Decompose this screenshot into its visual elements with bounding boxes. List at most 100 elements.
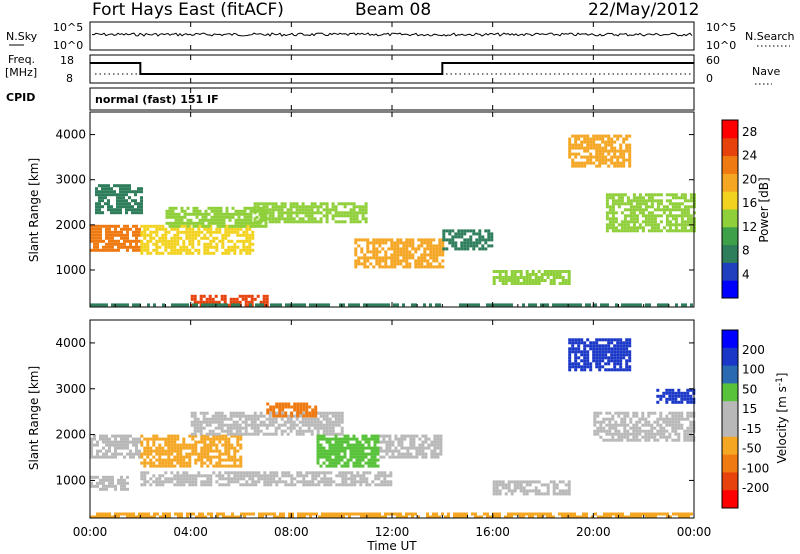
data-cell [614,202,618,206]
data-cell [638,205,642,209]
data-cell [191,452,195,456]
data-cell [269,480,273,484]
data-cell [611,414,615,418]
data-cell [598,137,602,141]
data-cell [367,446,371,450]
data-cell [280,417,284,421]
data-cell [438,262,442,266]
data-cell [552,282,556,285]
data-cell [349,437,353,441]
data-cell [460,241,464,245]
data-cell [659,193,663,197]
data-cell [164,227,168,231]
data-cell [108,484,111,488]
data-cell [296,471,300,475]
data-cell [96,515,99,519]
data-cell [167,452,171,456]
data-cell [549,270,553,273]
data-cell [312,303,315,307]
data-cell [293,483,297,487]
data-cell [233,452,237,456]
data-cell [352,449,356,453]
data-cell [328,446,332,450]
data-cell [393,244,397,248]
data-cell [650,199,654,203]
data-cell [534,282,538,285]
data-cell [328,423,332,427]
data-cell [289,214,293,218]
data-cell [117,443,120,447]
data-cell [277,208,281,212]
data-cell [167,458,171,462]
data-cell [253,297,257,301]
data-cell [174,512,177,516]
data-cell [501,303,504,307]
data-cell [379,455,383,459]
data-cell [611,199,615,203]
data-cell [209,251,213,255]
data-cell [598,344,602,348]
data-cell [370,455,374,459]
data-cell [605,429,609,433]
data-cell [311,483,315,487]
data-cell [388,446,392,450]
data-cell [665,388,669,392]
data-cell [611,211,615,215]
colorbar-segment [722,209,738,228]
data-cell [540,512,543,516]
data-cell [245,236,249,240]
data-cell [577,161,581,165]
data-cell [176,449,180,453]
data-cell [686,214,690,218]
data-cell [243,209,247,213]
data-cell [328,411,332,415]
data-cell [595,149,599,153]
data-cell [120,236,123,240]
data-cell [132,248,135,252]
data-cell [253,217,257,221]
data-cell [525,483,529,487]
data-cell [604,362,608,366]
data-cell [278,480,282,484]
data-cell [674,423,678,427]
data-cell [158,455,162,459]
data-cell [516,270,520,273]
data-cell [104,193,107,197]
data-cell [366,244,370,248]
nave-tick-top: 60 [706,54,720,67]
data-cell [601,347,605,351]
data-cell [519,515,522,519]
data-cell [152,455,156,459]
data-cell [158,236,162,240]
data-cell [487,232,491,236]
data-cell [120,478,123,482]
data-cell [213,218,217,222]
data-cell [279,515,282,519]
data-cell [111,224,114,228]
data-cell [561,270,565,273]
data-cell [347,483,351,487]
data-cell [405,256,409,260]
data-cell [215,437,219,441]
data-cell [122,187,125,191]
colorbar-tick-label: 24 [742,149,757,163]
data-cell [170,248,174,252]
data-cell [349,202,353,206]
data-cell [265,297,269,301]
data-cell [462,512,465,516]
data-cell [179,480,183,484]
data-cell [380,474,384,478]
data-cell [229,417,233,421]
data-cell [194,474,198,478]
data-cell [331,449,335,453]
data-cell [197,440,201,444]
data-cell [200,480,204,484]
data-cell [519,480,523,484]
data-cell [224,443,228,447]
data-cell [296,405,300,409]
data-cell [409,434,413,438]
time-axis-label: Time UT [366,539,417,553]
data-cell [531,273,535,276]
data-cell [635,199,639,203]
data-cell [605,211,609,215]
